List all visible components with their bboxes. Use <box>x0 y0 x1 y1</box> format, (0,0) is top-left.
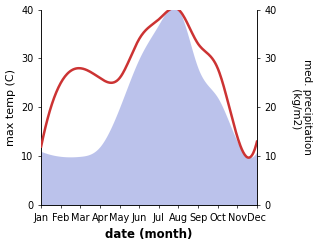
Y-axis label: med. precipitation
 (kg/m2): med. precipitation (kg/m2) <box>291 60 313 155</box>
Y-axis label: max temp (C): max temp (C) <box>5 69 16 146</box>
X-axis label: date (month): date (month) <box>105 228 193 242</box>
